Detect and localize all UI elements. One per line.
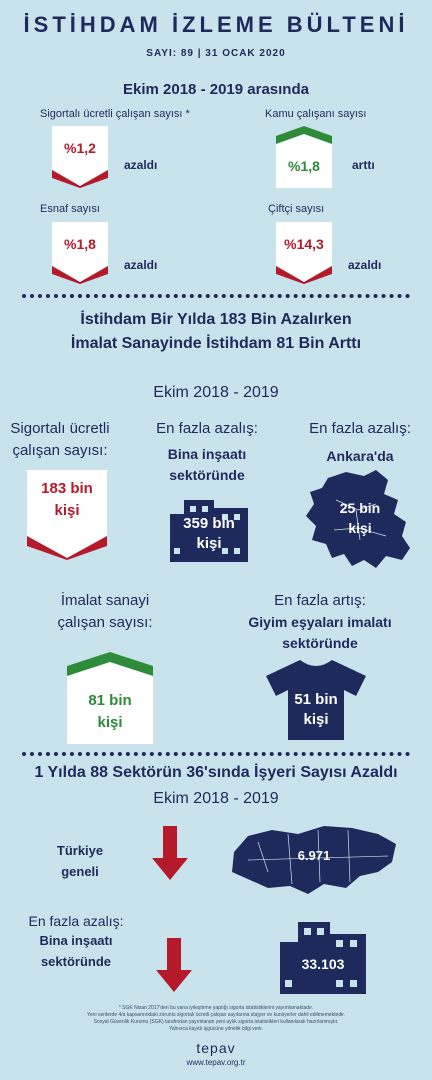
issue-subtitle: SAYI: 89 | 31 OCAK 2020 [146, 48, 286, 59]
footnote-1: * SGK Nisan 2017'den bu yana iyileştirme… [118, 1005, 314, 1011]
row2-left-value: 81 bin kişi [67, 690, 153, 734]
col2-value: 359 bin kişi [170, 514, 248, 554]
down-arrow-badge-icon: %1,2 [52, 126, 108, 188]
stat-value-kamu: %1,8 [288, 158, 320, 174]
col3-value: 25 bin kişi [318, 498, 402, 538]
headline-line-2: İmalat Sanayinde İstihdam 81 Bin Arttı [70, 335, 362, 352]
stat-label-kamu: Kamu çalışanı sayısı [265, 108, 367, 120]
stat-label-esnaf: Esnaf sayısı [40, 203, 100, 215]
col3-sub: Ankara'da [326, 448, 394, 464]
stat-label-sigortali: Sigortalı ücretli çalışan sayısı * [40, 108, 190, 120]
row2-left-value-line-2: kişi [97, 714, 123, 731]
tshirt-icon: 51 bin kişi [266, 660, 366, 740]
stat-state-ciftci: azaldı [348, 258, 382, 272]
col2-sub-line-2: sektöründe [169, 467, 245, 483]
stat-value-sigortali: %1,2 [64, 140, 96, 156]
row1-label-line-1: Türkiye [56, 843, 104, 858]
headline-line-1: İstihdam Bir Yılda 183 Bin Azalırken [80, 311, 352, 328]
row2-right-sub: Giyim eşyaları imalatı sektöründe [226, 612, 414, 654]
ankara-map-icon: 25 bin kişi [306, 470, 414, 570]
brand-url[interactable]: www.tepav.org.tr [186, 1058, 246, 1067]
section2-period: Ekim 2018 - 2019 [153, 384, 279, 401]
row2-right-sub-line-1: Giyim eşyaları imalatı [248, 614, 392, 630]
col2-sub: Bina inşaatı sektöründe [145, 444, 269, 486]
row2-right-value-line-1: 51 bin [294, 691, 338, 708]
page-title: İSTİHDAM İZLEME BÜLTENİ [23, 12, 409, 37]
row2-sub-line-1: Bina inşaatı [39, 933, 113, 948]
turkey-map-icon: 6.971 [228, 822, 400, 898]
section3-period: Ekim 2018 - 2019 [153, 790, 279, 807]
col2-title: En fazla azalış: [156, 420, 258, 437]
row2-right-value: 51 bin kişi [266, 690, 366, 730]
row2-left-label-line-1: İmalat sanayi [60, 592, 150, 609]
row2-left-value-line-1: 81 bin [88, 692, 132, 709]
col2-sub-line-1: Bina inşaatı [167, 446, 247, 462]
section3-headline: 1 Yılda 88 Sektörün 36'sında İşyeri Sayı… [34, 764, 398, 781]
stat-value-ciftci: %14,3 [284, 236, 324, 252]
footnote-3: Sosyal Güvenlik Kurumu (SGK) tarafından … [93, 1019, 339, 1025]
col1-value-line-1: 183 bin [41, 480, 93, 497]
section1-period: Ekim 2018 - 2019 arasında [123, 81, 309, 98]
down-arrow-badge-icon: %14,3 [276, 222, 332, 284]
row1-value: 6.971 [297, 848, 331, 863]
col1-label: Sigortalı ücretli çalışan sayısı: [0, 418, 120, 462]
row2-value: 33.103 [301, 956, 345, 972]
col1-value: 183 bin kişi [27, 478, 107, 522]
col1-label-line-2: çalışan sayısı: [12, 442, 108, 459]
stat-state-sigortali: azaldı [124, 158, 158, 172]
building-icon: 359 bin kişi [170, 492, 248, 562]
up-arrow-badge-icon: 81 bin kişi [67, 652, 153, 744]
footnote-2: Yeni serilerde 4/a kapsamındaki zorunlu … [87, 1012, 345, 1018]
row2-right-value-line-2: kişi [303, 711, 329, 728]
row2-sub-line-2: sektöründe [40, 954, 112, 969]
stat-state-kamu: arttı [352, 158, 375, 172]
stat-value-esnaf: %1,8 [64, 236, 96, 252]
down-arrow-badge-icon: 183 bin kişi [27, 470, 107, 560]
col1-label-line-1: Sigortalı ücretli [10, 420, 110, 437]
building-icon: 33.103 [280, 914, 366, 994]
red-down-arrow-icon [152, 826, 188, 880]
row2-left-label-line-2: çalışan sayısı: [57, 614, 153, 631]
section2-headline: İstihdam Bir Yılda 183 Bin Azalırken İma… [0, 308, 432, 356]
footnote-4: Yalnızca kayıtlı işgücüne yönelik bilgi … [168, 1026, 264, 1032]
row2-right-sub-line-2: sektöründe [282, 635, 358, 651]
divider [22, 294, 410, 298]
divider [22, 752, 410, 756]
footnotes: * SGK Nisan 2017'den bu yana iyileştirme… [60, 1005, 372, 1033]
col3-value-line-2: kişi [348, 520, 372, 536]
col3-title: En fazla azalış: [309, 420, 411, 437]
row1-label: Türkiye geneli [40, 840, 120, 882]
stat-label-ciftci: Çiftçi sayısı [268, 203, 325, 215]
row1-label-line-2: geneli [61, 864, 99, 879]
row2-right-title: En fazla artış: [274, 592, 366, 609]
row2-sub: Bina inşaatı sektöründe [14, 930, 138, 972]
col1-value-line-2: kişi [54, 502, 80, 519]
brand-logo: tepav [196, 1040, 236, 1056]
stat-state-esnaf: azaldı [124, 258, 158, 272]
row2-title: En fazla azalış: [28, 913, 124, 929]
col3-value-line-1: 25 bin [339, 500, 381, 516]
row2-left-label: İmalat sanayi çalışan sayısı: [40, 590, 170, 634]
down-arrow-badge-icon: %1,8 [52, 222, 108, 284]
col2-value-line-1: 359 bin [183, 515, 235, 532]
up-arrow-badge-icon: %1,8 [276, 126, 332, 188]
col2-value-line-2: kişi [196, 535, 222, 552]
red-down-arrow-icon [156, 938, 192, 992]
